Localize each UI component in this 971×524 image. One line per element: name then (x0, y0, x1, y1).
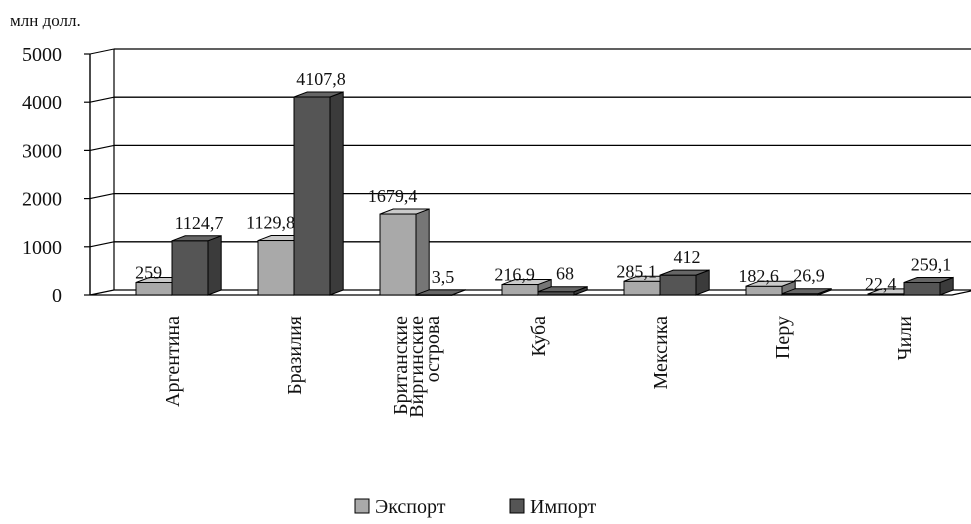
data-label: 285,1 (616, 261, 657, 281)
bar-front (379, 213, 417, 296)
bar-front (745, 285, 783, 296)
y-unit-label: млн долл. (10, 11, 81, 30)
data-labels: 259 1124,7 1129,8 4107,8 1679,4 3,5 216,9 68 285… (135, 69, 951, 294)
x-axis: Аргентина Бразилия БританскиеВиргинскиеост… (162, 316, 916, 418)
plot-area (89, 49, 971, 296)
category-label: Британские (390, 316, 412, 415)
bar-front (501, 284, 539, 296)
category-label: Чили (894, 316, 916, 361)
gridline-side (89, 48, 115, 55)
data-label: 412 (674, 247, 701, 267)
y-tick-label: 4000 (22, 92, 62, 114)
bar-top (171, 235, 222, 242)
category-label: Бразилия (284, 316, 306, 395)
bar-front (293, 96, 331, 296)
gridline-side (89, 241, 115, 248)
bar-side (207, 235, 222, 296)
bar-front (135, 282, 173, 296)
data-label: 1129,8 (246, 213, 295, 233)
y-tick-label: 1000 (22, 237, 62, 259)
bar-top (903, 277, 954, 284)
gridline-side (89, 193, 115, 200)
category-label: Перу (772, 316, 794, 359)
bar-export (379, 208, 430, 296)
category-label: Аргентина (162, 316, 184, 407)
bar-front (623, 280, 661, 296)
bar-export (745, 280, 796, 296)
legend-item-import: Импорт (509, 496, 597, 518)
legend: Экспорт Импорт (354, 496, 597, 518)
category-label: Куба (528, 316, 550, 357)
data-label: 216,9 (494, 265, 535, 285)
data-label: 182,6 (738, 266, 779, 286)
bar-import (293, 91, 344, 296)
legend-swatch (509, 498, 525, 514)
legend-label: Экспорт (375, 496, 446, 518)
bar-export (501, 278, 552, 296)
bar-import (415, 289, 466, 296)
bar-import (171, 235, 222, 296)
bar-import (659, 269, 710, 296)
data-label: 4107,8 (296, 69, 346, 89)
bar-front (659, 274, 697, 296)
bar-top (501, 279, 552, 286)
legend-swatch (354, 498, 370, 514)
bar-front (903, 282, 941, 296)
bars (135, 91, 954, 296)
y-tick-label: 2000 (22, 189, 62, 211)
y-axis: 0 1000 2000 3000 4000 5000 (22, 44, 90, 307)
bar-top (415, 289, 466, 296)
gridline-side (89, 144, 115, 151)
data-label: 68 (556, 264, 574, 284)
bar-top (781, 288, 832, 295)
legend-label: Импорт (530, 496, 597, 518)
data-label: 3,5 (432, 267, 455, 287)
data-label: 26,9 (793, 266, 825, 286)
data-label: 259,1 (911, 255, 952, 275)
bar-import (903, 276, 954, 296)
bar-front (171, 240, 209, 296)
bar-top (379, 208, 430, 215)
bar-top (293, 91, 344, 98)
data-label: 259 (135, 263, 162, 283)
bar-side (415, 208, 430, 296)
y-tick-label: 3000 (22, 140, 62, 162)
bar-side (329, 91, 344, 296)
bar-front (257, 240, 295, 296)
data-label: 1679,4 (368, 186, 418, 206)
bar-top (745, 280, 796, 287)
data-label: 22,4 (865, 274, 897, 294)
bar-top (537, 286, 588, 293)
y-tick-label: 0 (52, 285, 62, 307)
bar-top (659, 269, 710, 276)
data-label: 1124,7 (175, 213, 224, 233)
gridline-side (89, 96, 115, 103)
bar-import (781, 287, 832, 296)
bar-import (537, 285, 588, 296)
category-label: Виргинские (406, 316, 428, 418)
gridlines (89, 48, 971, 248)
category-label: острова (422, 316, 444, 383)
legend-item-export: Экспорт (354, 496, 446, 518)
category-label: Мексика (650, 316, 672, 390)
y-tick-label: 5000 (22, 44, 62, 66)
